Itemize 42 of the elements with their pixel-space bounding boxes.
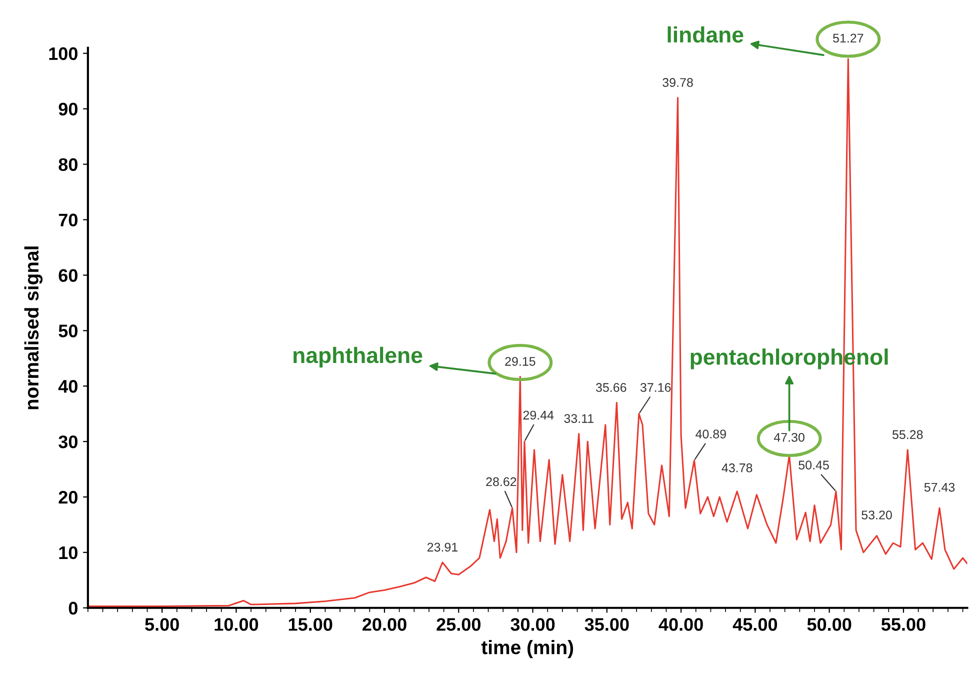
x-tick-label: 50.00 xyxy=(807,618,852,631)
annotation: 43.78 xyxy=(722,463,752,472)
x-tick-label: 35.00 xyxy=(584,618,629,631)
y-tick-label: 90 xyxy=(58,102,78,116)
annotation: 47.30 xyxy=(774,432,804,442)
annotation: 37.16 xyxy=(640,383,671,392)
y-tick-label: 20 xyxy=(58,490,78,504)
annotation: 33.11 xyxy=(564,414,594,423)
annotation: naphthalene xyxy=(294,346,422,368)
annotation: 57.43 xyxy=(924,482,955,492)
annotation: 23.91 xyxy=(427,542,458,552)
annotation: 35.66 xyxy=(596,383,626,392)
y-tick-label: 70 xyxy=(58,214,78,226)
annotation: 29.44 xyxy=(523,410,554,420)
annotation: 55.28 xyxy=(892,430,923,440)
x-tick-label: 20.00 xyxy=(362,618,406,631)
x-axis-title: time (min) xyxy=(481,640,574,658)
annotation: 28.62 xyxy=(486,477,516,486)
text: lindane xyxy=(668,26,744,43)
y-tick-label: 60 xyxy=(58,269,78,282)
x-tick-label: 5.00 xyxy=(145,618,179,631)
annotation: 51.27 xyxy=(833,34,864,43)
y-tick-label: 0 xyxy=(68,602,78,615)
y-tick-label: 100 xyxy=(49,47,78,60)
x-tick-label: 30.00 xyxy=(510,618,555,631)
x-tick-label: 45.00 xyxy=(732,618,778,631)
annotation: 40.89 xyxy=(696,430,726,438)
y-tick-label: 30 xyxy=(58,435,78,448)
y-tick-label: 80 xyxy=(58,158,78,171)
annotation: 53.20 xyxy=(862,510,892,520)
x-tick-label: 40.00 xyxy=(658,618,703,631)
x-tick-label: 15.00 xyxy=(288,618,332,631)
annotation: 50.45 xyxy=(798,460,829,470)
annotation: 29.15 xyxy=(505,356,536,366)
x-tick-label: 10.00 xyxy=(214,618,258,631)
x-tick-label: 55.00 xyxy=(881,618,926,631)
y-tick-label: 50 xyxy=(58,324,78,338)
annotation: 39.78 xyxy=(662,78,693,87)
y-axis-title: normalised signal xyxy=(24,246,43,410)
y-tick-label: 40 xyxy=(58,380,78,393)
y-tick-label: 10 xyxy=(59,546,78,560)
x-tick-label: 25.00 xyxy=(436,618,480,631)
